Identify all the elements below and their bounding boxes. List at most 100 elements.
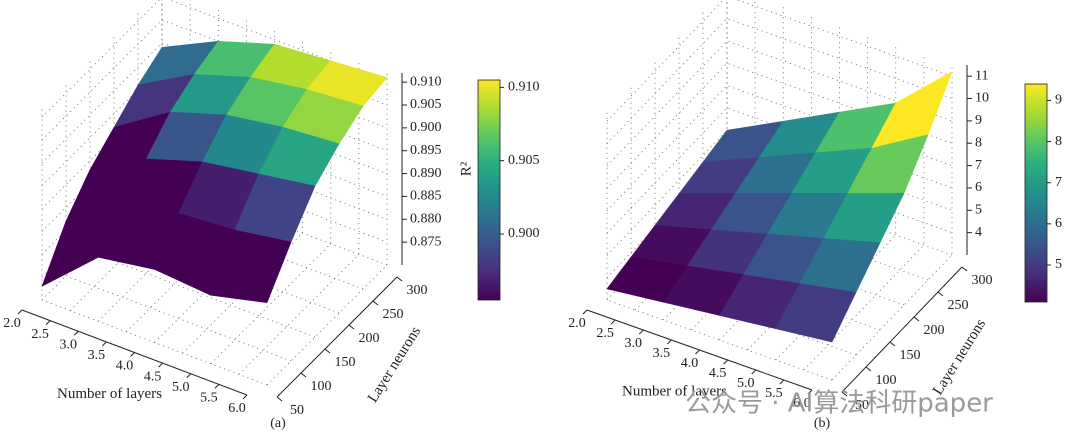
colorbar-tick-label: 9 — [1055, 93, 1062, 108]
x-tick-label: 6.0 — [228, 401, 246, 416]
x-tick-label: 5.5 — [765, 386, 783, 401]
x-tick — [610, 319, 616, 325]
surface-patch — [775, 283, 857, 343]
x-tick-label: 6.0 — [793, 396, 811, 411]
z-tick-label: 0.885 — [410, 189, 442, 204]
x-tick-label: 2.5 — [31, 327, 49, 342]
x-tick-label: 4.0 — [681, 356, 699, 371]
y-tick-label: 200 — [359, 331, 380, 346]
z-tick-label: 0.875 — [410, 234, 442, 249]
grid-line — [630, 85, 857, 356]
z-tick-label: 0.900 — [410, 120, 442, 135]
z-tick-label: 0.895 — [410, 143, 442, 158]
x-tick-label: 4.0 — [116, 359, 134, 374]
x-axis-label: Number of layers — [57, 386, 162, 402]
z-tick-label: 0.910 — [410, 74, 442, 89]
grid-line — [678, 35, 905, 306]
x-tick — [214, 384, 220, 389]
z-tick-label: 0.880 — [410, 212, 442, 227]
x-tick — [667, 339, 672, 345]
y-tick — [841, 391, 848, 397]
grid-line — [654, 60, 881, 331]
y-tick — [300, 372, 307, 378]
y-tick-label: 100 — [311, 379, 332, 394]
x-tick — [186, 373, 192, 379]
x-tick — [242, 394, 248, 400]
x-tick — [582, 309, 588, 315]
y-tick — [276, 396, 283, 402]
x-tick-label: 3.5 — [88, 348, 106, 363]
grid-line — [41, 108, 268, 386]
colorbar-tick-label: 8 — [1055, 134, 1062, 149]
y-tick — [889, 341, 896, 347]
x-tick — [779, 379, 785, 385]
z-tick-label: 0.890 — [410, 166, 442, 181]
x-tick-label: 3.5 — [653, 346, 671, 361]
colorbar-tick-label: 0.910 — [508, 80, 540, 95]
colorbar — [477, 79, 501, 301]
colorbar-tick-label: 5 — [1055, 257, 1062, 272]
y-tick-label: 300 — [972, 273, 993, 288]
grid-line — [41, 156, 388, 278]
z-tick-label: 11 — [975, 68, 988, 83]
x-tick-label: 2.5 — [596, 326, 614, 341]
x-tick-label: 2.0 — [3, 316, 21, 331]
x-tick — [695, 349, 700, 355]
y-tick-label: 50 — [290, 403, 304, 418]
x-tick — [158, 362, 163, 368]
y-tick-label: 200 — [924, 323, 945, 338]
x-tick-label: 5.0 — [737, 376, 755, 391]
y-tick — [372, 300, 379, 306]
colorbar-tick-label: 0.905 — [508, 153, 540, 168]
panel-label: (a) — [270, 416, 286, 431]
x-tick — [73, 330, 79, 336]
y-tick — [396, 276, 403, 282]
z-tick-label: 8 — [975, 135, 982, 150]
x-tick-label: 4.5 — [709, 366, 727, 381]
z-tick-label: 6 — [975, 180, 982, 195]
y-tick-label: 150 — [900, 348, 921, 363]
grid-line — [606, 110, 833, 381]
colorbar-tick-label: 7 — [1055, 175, 1062, 190]
x-tick — [638, 329, 644, 335]
y-tick-label: 250 — [383, 307, 404, 322]
grid-line — [65, 84, 292, 362]
x-tick — [102, 341, 107, 347]
z-tick-label: 4 — [975, 225, 982, 240]
x-tick — [45, 320, 51, 325]
y-tick-label: 100 — [876, 373, 897, 388]
z-tick-label: 7 — [975, 158, 982, 173]
grid-line — [41, 0, 388, 118]
x-tick — [807, 389, 813, 395]
x-tick — [723, 359, 728, 365]
y-axis — [841, 266, 963, 393]
x-axis-label: Number of layers — [622, 383, 727, 399]
y-tick-label: 250 — [948, 298, 969, 313]
colorbar — [1024, 83, 1048, 303]
y-axis — [276, 276, 398, 398]
x-tick-label: 5.5 — [200, 391, 218, 406]
z-tick-label: 10 — [975, 91, 989, 106]
x-tick-label: 3.0 — [60, 337, 78, 352]
y-tick — [324, 348, 331, 354]
z-tick-label: 9 — [975, 113, 982, 128]
y-tick — [913, 316, 920, 322]
z-tick-label: 0.905 — [410, 97, 442, 112]
x-tick-label: 5.0 — [172, 380, 190, 395]
y-tick — [937, 291, 944, 297]
grid-line — [726, 0, 953, 256]
y-tick-label: 150 — [335, 355, 356, 370]
y-tick-label: 50 — [855, 398, 869, 413]
surface-patch — [210, 229, 292, 304]
z-tick-label: 5 — [975, 203, 982, 218]
x-tick-label: 2.0 — [568, 316, 586, 331]
y-tick — [348, 324, 355, 330]
x-tick — [751, 369, 757, 375]
y-tick-label: 300 — [407, 283, 428, 298]
colorbar-tick-label: 0.900 — [508, 226, 540, 241]
panel-label: (b) — [814, 416, 831, 431]
x-tick — [130, 352, 135, 357]
grid-line — [702, 10, 929, 281]
y-tick — [961, 266, 968, 272]
y-tick — [865, 366, 872, 372]
